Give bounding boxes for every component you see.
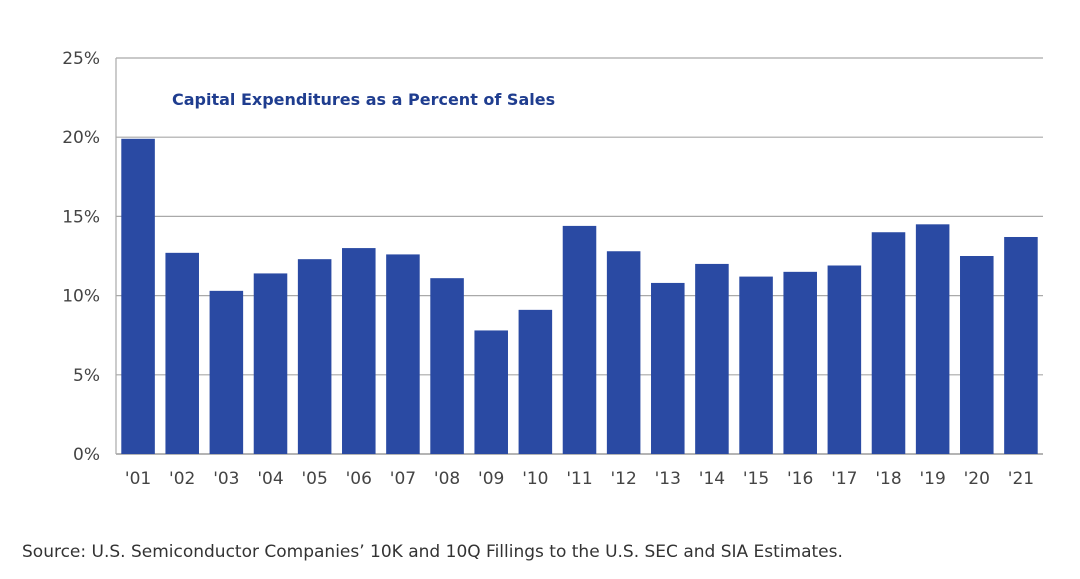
x-tick-label: '14 (699, 469, 725, 489)
bar-12 (606, 251, 641, 454)
x-tick-label: '07 (390, 469, 416, 489)
bar-03 (209, 290, 244, 454)
x-tick-label: '16 (787, 469, 813, 489)
bar-15 (739, 276, 773, 454)
x-tick-label: '18 (875, 469, 901, 489)
x-tick-label: '02 (169, 469, 195, 489)
x-tick-label: '11 (566, 469, 592, 489)
bar-17 (827, 265, 862, 454)
bar-04 (253, 273, 288, 454)
bar-21 (1004, 236, 1038, 454)
bar-07 (386, 254, 420, 454)
y-tick-label: 25% (62, 49, 100, 69)
bar-02 (165, 252, 199, 454)
x-tick-label: '03 (213, 469, 239, 489)
x-tick-label: '17 (831, 469, 857, 489)
x-tick-label: '15 (743, 469, 769, 489)
bar-01 (121, 138, 155, 454)
y-tick-label: 20% (62, 128, 100, 148)
y-tick-label: 10% (62, 287, 100, 307)
bar-16 (783, 271, 817, 454)
x-tick-label: '21 (1008, 469, 1034, 489)
x-tick-label: '13 (655, 469, 681, 489)
x-tick-label: '01 (125, 469, 151, 489)
bar-14 (695, 263, 729, 454)
source-note: Source: U.S. Semiconductor Companies’ 10… (22, 542, 843, 562)
chart-title: Capital Expenditures as a Percent of Sal… (172, 90, 555, 109)
y-axis-ticks: 0% 5% 10% 15% 20% 25% (62, 49, 100, 465)
x-tick-label: '04 (257, 469, 283, 489)
x-tick-label: '20 (964, 469, 990, 489)
bar-18 (871, 232, 906, 454)
x-tick-label: '06 (346, 469, 372, 489)
bar-20 (960, 256, 994, 454)
bar-05 (297, 259, 332, 454)
x-tick-label: '08 (434, 469, 460, 489)
bar-10 (518, 309, 553, 454)
x-tick-label: '09 (478, 469, 504, 489)
x-tick-label: '12 (610, 469, 636, 489)
x-tick-label: '05 (301, 469, 327, 489)
capex-bar-chart: 0%5%10%15%20%25% '01'02'03'04'05'06'07'0… (62, 49, 1043, 489)
x-tick-label: '19 (919, 469, 945, 489)
y-tick-label: 0% (73, 445, 100, 465)
y-tick-label: 15% (62, 207, 100, 227)
bar-13 (651, 282, 685, 454)
x-tick-label: '10 (522, 469, 548, 489)
bar-11 (562, 225, 597, 454)
bars (121, 138, 1038, 454)
bar-09 (474, 330, 508, 454)
bar-06 (342, 248, 376, 454)
bar-08 (430, 278, 464, 454)
y-tick-label: 5% (73, 366, 100, 386)
x-axis-ticks: '01 '02 '03 '04 '05 '06 '07 '08 '09 '10 '11 '12 '13 '… (125, 469, 1034, 489)
bar-19 (915, 224, 950, 454)
